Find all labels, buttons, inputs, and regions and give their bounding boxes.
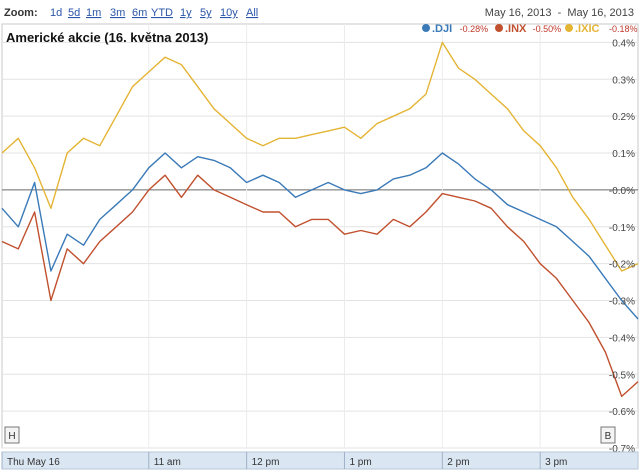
- y-tick-label: -0.3%: [609, 297, 635, 308]
- legend-change: -0.18%: [609, 24, 638, 34]
- time-axis-bar[interactable]: [1, 451, 639, 470]
- zoom-option-6m[interactable]: 6m: [132, 7, 147, 19]
- zoom-option-10y[interactable]: 10y: [220, 7, 238, 19]
- y-tick-label: 0.4%: [612, 38, 635, 49]
- x-tick-label: Thu May 16: [7, 457, 60, 468]
- y-tick-label: -0.4%: [609, 333, 635, 344]
- legend-change: -0.28%: [460, 24, 489, 34]
- scroll-handle-left-label: H: [8, 431, 15, 442]
- zoom-label: Zoom:: [4, 7, 38, 19]
- scroll-handle-right[interactable]: B: [600, 426, 616, 444]
- zoom-option-3m[interactable]: 3m: [110, 7, 125, 19]
- legend-dot-icon: [422, 24, 430, 32]
- y-axis-labels: 0.4% 0.3% 0.2% 0.1% -0.0% -0.1% -0.2% -0.3% -0.4…: [609, 38, 635, 455]
- zoom-option-1m[interactable]: 1m: [86, 7, 101, 19]
- y-tick-label: -0.7%: [609, 444, 635, 455]
- series-line-ixic: [1, 41, 639, 272]
- x-tick-label: 11 am: [154, 457, 181, 468]
- legend-name: .INX: [505, 23, 527, 35]
- scroll-handle-left[interactable]: H: [4, 426, 20, 444]
- y-tick-label: -0.5%: [609, 370, 635, 381]
- y-tick-label: 0.3%: [612, 75, 635, 86]
- y-tick-label: 0.2%: [612, 112, 635, 123]
- legend-item-ixic[interactable]: .IXIC -0.18%: [565, 23, 638, 35]
- chart-title: Americké akcie (16. května 2013): [6, 30, 208, 45]
- zoom-option-ytd[interactable]: YTD: [151, 7, 173, 19]
- y-tick-label: -0.0%: [609, 186, 635, 197]
- y-tick-label: -0.1%: [609, 223, 635, 234]
- x-tick-label: 1 pm: [349, 457, 371, 468]
- y-tick-label: 0.1%: [612, 149, 635, 160]
- legend-name: .IXIC: [575, 23, 600, 35]
- zoom-option-5y[interactable]: 5y: [200, 7, 212, 19]
- legend-name: .DJI: [432, 23, 452, 35]
- zoom-option-all[interactable]: All: [246, 7, 258, 19]
- zoom-option-1y[interactable]: 1y: [180, 7, 192, 19]
- series-layer: [1, 41, 639, 398]
- date-range: May 16, 2013 - May 16, 2013: [485, 7, 634, 19]
- series-line-dji: [1, 152, 639, 320]
- x-tick-label: 2 pm: [447, 457, 469, 468]
- x-tick-label: 12 pm: [252, 457, 280, 468]
- x-tick-label: 3 pm: [545, 457, 567, 468]
- legend-dot-icon: [565, 24, 573, 32]
- legend-item-inx[interactable]: .INX -0.50%: [495, 23, 561, 35]
- scroll-handle-right-label: B: [605, 431, 612, 442]
- y-tick-label: -0.2%: [609, 260, 635, 271]
- y-tick-label: -0.6%: [609, 407, 635, 418]
- legend-item-dji[interactable]: .DJI -0.28%: [422, 23, 488, 35]
- legend: .DJI -0.28% .INX -0.50% .IXIC -0.18%: [422, 23, 638, 35]
- zoom-toolbar: Zoom: 1d 5d 1m 3m 6m YTD 1y 5y 10y All May 16, 20…: [4, 7, 634, 19]
- zoom-option-5d[interactable]: 5d: [68, 7, 80, 19]
- zoom-option-1d[interactable]: 1d: [50, 7, 62, 19]
- plot-area: [1, 23, 639, 449]
- legend-dot-icon: [495, 24, 503, 32]
- legend-change: -0.50%: [533, 24, 562, 34]
- series-line-inx: [1, 174, 639, 398]
- gridlines: [2, 24, 638, 449]
- x-axis-labels: Thu May 16 11 am 12 pm 1 pm 2 pm 3 pm: [1, 452, 567, 469]
